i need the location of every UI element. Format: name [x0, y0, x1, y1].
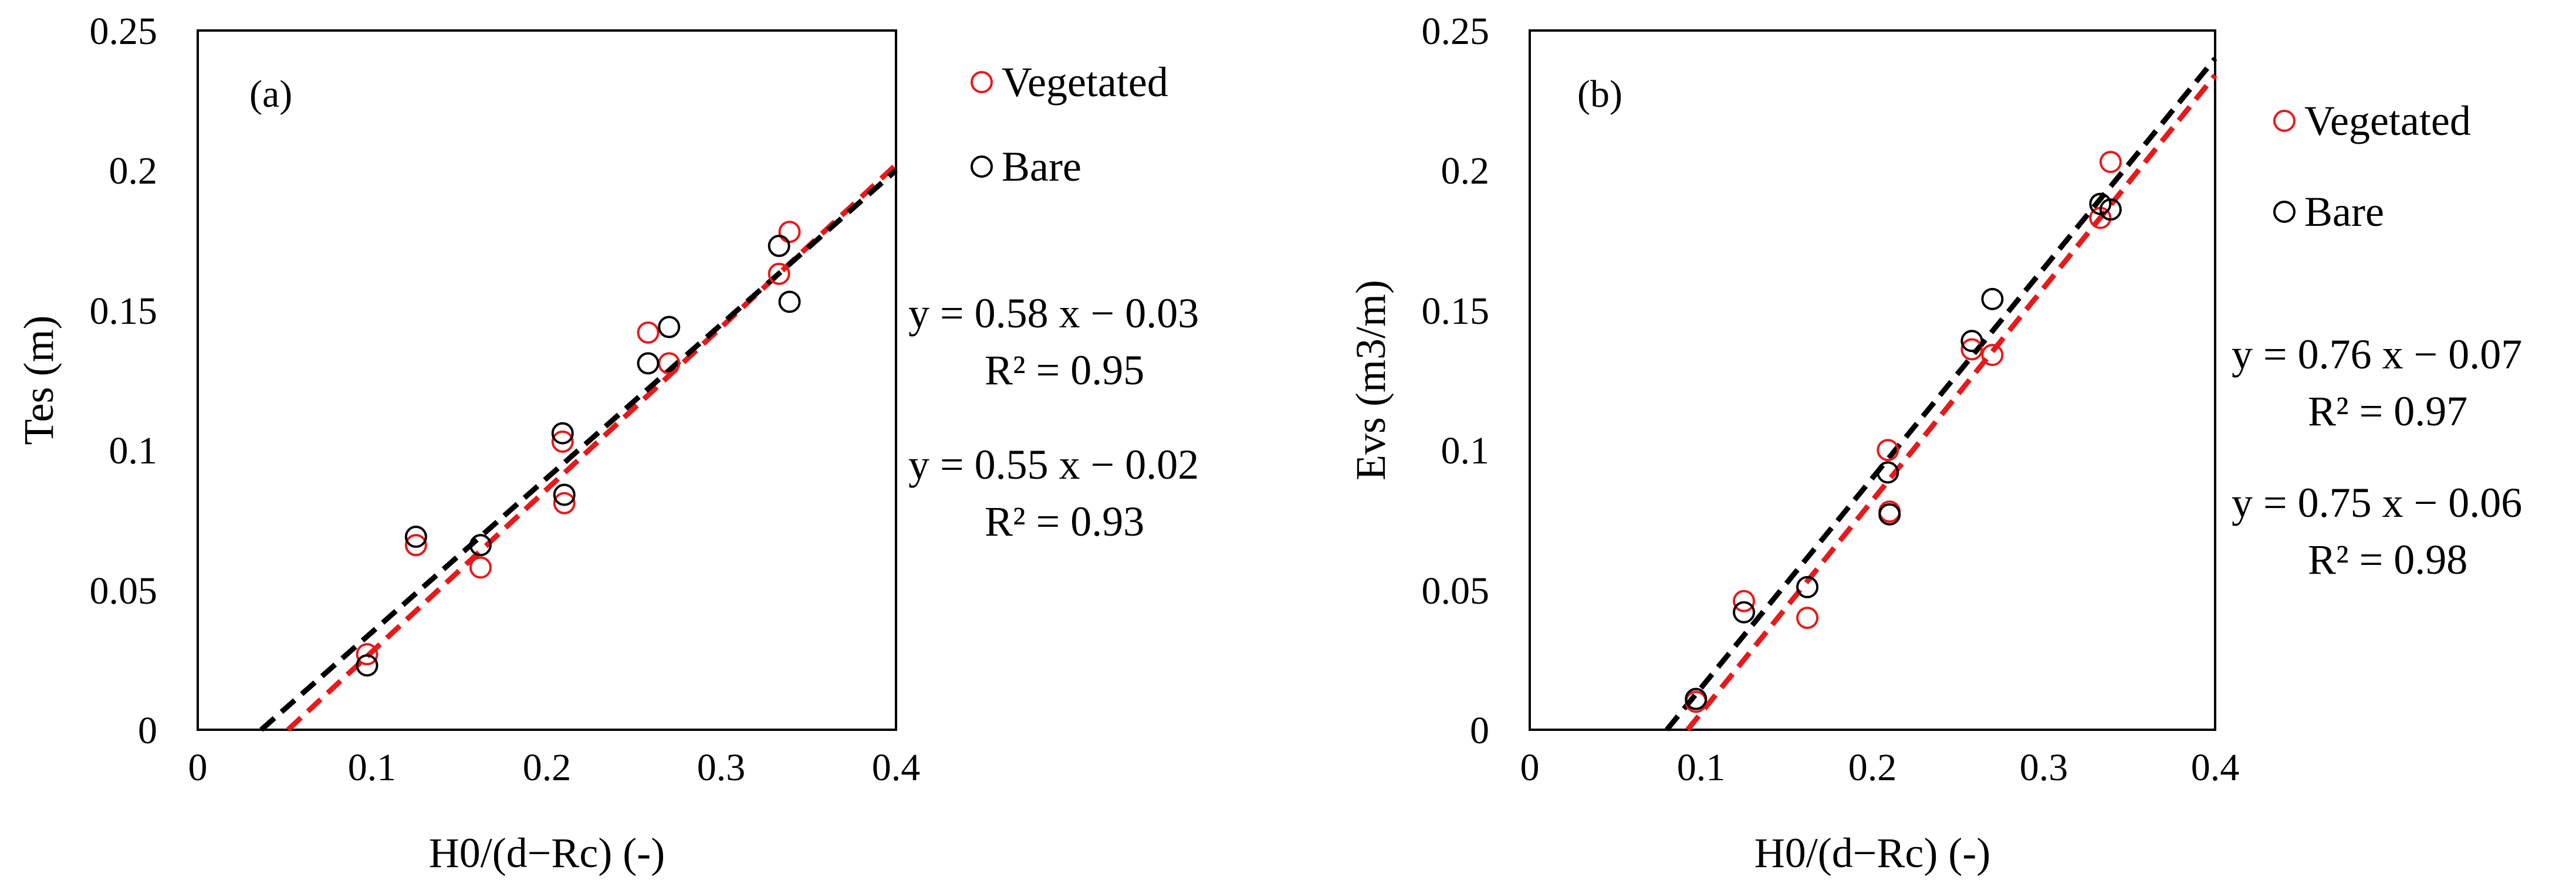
x-axis-label-a: H0/(d−Rc) (-) [429, 829, 665, 876]
equations-a: y = 0.58 x − 0.03 R² = 0.95 y = 0.55 x −… [908, 290, 1199, 545]
y-axis-label-a: Tes (m) [15, 316, 62, 445]
point-b-vegetated-2 [1796, 607, 1819, 629]
x-tick-b-2: 0.2 [1848, 746, 1897, 789]
point-b-bare-0 [1685, 688, 1708, 710]
point-b-bare-8 [2099, 198, 2122, 221]
legend-label-a-vegetated: Vegetated [1002, 59, 1168, 106]
r2-b-bare: R² = 0.98 [2308, 536, 2467, 583]
y-tick-b-0: 0 [1470, 709, 1489, 752]
point-b-bare-7 [2089, 192, 2112, 215]
x-tick-a-2: 0.2 [523, 746, 572, 789]
point-a-vegetated-2 [469, 556, 492, 579]
legend-label-a-bare: Bare [1002, 143, 1081, 190]
legend-b: Vegetated Bare [2273, 97, 2471, 235]
x-axis-label-b: H0/(d−Rc) (-) [1754, 829, 1990, 876]
x-tick-a-3: 0.3 [697, 746, 746, 789]
equation-a-vegetated: y = 0.58 x − 0.03 [908, 290, 1199, 337]
point-a-vegetated-4 [553, 492, 576, 514]
point-a-vegetated-0 [356, 643, 378, 666]
point-a-vegetated-1 [404, 534, 427, 557]
y-tick-a-5: 0.25 [90, 10, 158, 53]
x-tick-b-1: 0.1 [1677, 746, 1726, 789]
point-b-bare-5 [1960, 330, 1983, 353]
legend-marker-b-bare [2273, 201, 2296, 223]
equation-a-bare: y = 0.55 x − 0.02 [908, 441, 1199, 488]
point-a-bare-5 [637, 352, 660, 375]
x-tick-a-0: 0 [188, 746, 208, 789]
y-tick-b-2: 0.1 [1441, 429, 1490, 472]
fit-line-a-bare [259, 168, 898, 732]
marks-a [259, 162, 898, 732]
legend-marker-a-vegetated [971, 71, 993, 93]
y-tick-b-3: 0.15 [1422, 290, 1490, 333]
point-a-vegetated-3 [551, 430, 574, 453]
panel-b: 0 0.05 0.1 0.15 0.2 0.25 0 0.1 0.2 0.3 0… [1347, 10, 2522, 876]
point-b-bare-4 [1878, 503, 1901, 526]
legend-a: Vegetated Bare [971, 59, 1168, 190]
point-b-bare-3 [1877, 461, 1899, 484]
x-tick-b-0: 0 [1520, 746, 1540, 789]
point-a-bare-3 [551, 422, 574, 445]
point-a-bare-8 [778, 290, 801, 313]
point-a-vegetated-8 [778, 221, 801, 243]
point-b-vegetated-3 [1877, 439, 1899, 462]
r2-a-vegetated: R² = 0.95 [985, 347, 1144, 394]
legend-label-b-vegetated: Vegetated [2304, 97, 2471, 144]
y-tick-b-4: 0.2 [1441, 150, 1490, 192]
y-axis-label-b: Evs (m3/m) [1347, 280, 1394, 480]
y-tick-a-2: 0.1 [109, 429, 158, 472]
x-tick-labels-a: 0 0.1 0.2 0.3 0.4 [188, 746, 921, 789]
x-tick-b-4: 0.4 [2191, 746, 2240, 789]
r2-a-bare: R² = 0.93 [985, 498, 1144, 545]
x-tick-labels-b: 0 0.1 0.2 0.3 0.4 [1520, 746, 2240, 789]
point-b-vegetated-6 [1981, 344, 2004, 367]
marks-b [1665, 56, 2217, 732]
point-a-bare-4 [553, 483, 576, 506]
y-tick-b-5: 0.25 [1422, 10, 1490, 53]
point-a-bare-6 [658, 316, 681, 338]
x-tick-b-3: 0.3 [2020, 746, 2068, 789]
y-tick-labels-a: 0 0.05 0.1 0.15 0.2 0.25 [90, 10, 158, 752]
fit-line-b-vegetated [1685, 73, 2217, 732]
y-tick-labels-b: 0 0.05 0.1 0.15 0.2 0.25 [1422, 10, 1490, 752]
x-tick-a-1: 0.1 [348, 746, 397, 789]
equation-b-vegetated: y = 0.76 x − 0.07 [2232, 331, 2522, 378]
point-a-vegetated-7 [768, 262, 790, 285]
y-tick-a-4: 0.2 [109, 150, 158, 192]
point-b-bare-2 [1796, 575, 1819, 598]
point-a-bare-1 [404, 526, 427, 548]
point-a-bare-2 [469, 534, 492, 557]
x-tick-a-4: 0.4 [872, 746, 921, 789]
plot-frame-a [197, 29, 897, 731]
legend-marker-a-bare [971, 155, 993, 178]
panel-label-b: (b) [1577, 73, 1622, 116]
y-tick-a-0: 0 [138, 709, 157, 752]
r2-b-vegetated: R² = 0.97 [2308, 388, 2467, 435]
point-a-vegetated-5 [637, 321, 660, 344]
point-b-bare-6 [1981, 287, 2004, 310]
y-tick-b-1: 0.05 [1422, 570, 1490, 612]
legend-label-b-bare: Bare [2304, 188, 2384, 235]
y-tick-a-3: 0.15 [90, 290, 158, 333]
legend-marker-b-vegetated [2273, 110, 2296, 132]
point-a-bare-0 [356, 654, 378, 677]
point-b-vegetated-5 [1960, 338, 1983, 361]
y-tick-a-1: 0.05 [90, 570, 158, 612]
equations-b: y = 0.76 x − 0.07 R² = 0.97 y = 0.75 x −… [2232, 331, 2522, 583]
fit-line-a-vegetated [286, 162, 898, 732]
plot-frame-b [1529, 29, 2216, 731]
equation-b-bare: y = 0.75 x − 0.06 [2232, 479, 2522, 526]
point-a-bare-7 [768, 235, 790, 258]
point-b-vegetated-8 [2099, 151, 2122, 174]
point-b-vegetated-1 [1733, 590, 1755, 612]
panel-label-a: (a) [249, 73, 292, 116]
panel-a: 0 0.05 0.1 0.15 0.2 0.25 0 0.1 0.2 0.3 0… [15, 10, 1199, 876]
point-b-bare-1 [1733, 601, 1755, 624]
fit-line-b-bare [1665, 56, 2217, 732]
